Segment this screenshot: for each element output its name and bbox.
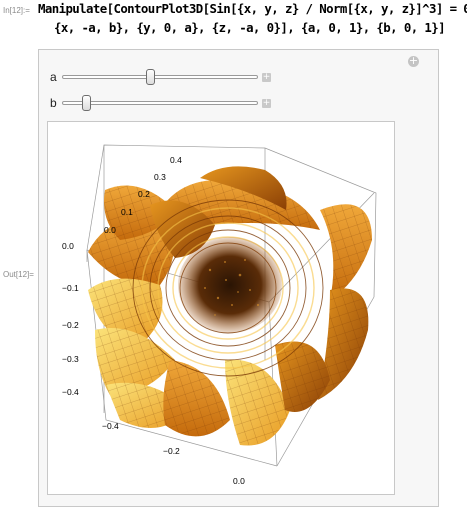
tick-l-1: −0.1 [62, 283, 79, 293]
tick-v-4: 0.0 [104, 225, 116, 235]
vertical-axis: 0.4 0.3 0.2 0.1 0.0 [104, 155, 182, 235]
surface-group [88, 166, 372, 446]
code-line-2[interactable]: {x, -a, b}, {y, 0, a}, {z, -a, 0}], {a, … [54, 20, 446, 35]
left-axis: 0.0 −0.1 −0.2 −0.3 −0.4 [62, 241, 79, 397]
slider-b-track[interactable] [62, 101, 258, 105]
slider-a-thumb[interactable] [146, 69, 155, 85]
slider-a-track[interactable] [62, 75, 258, 79]
tick-b-0: −0.4 [102, 421, 119, 431]
tick-l-4: −0.4 [62, 387, 79, 397]
tick-v-1: 0.3 [154, 172, 166, 182]
options-plus-icon[interactable]: + [408, 54, 419, 67]
tick-v-0: 0.4 [170, 155, 182, 165]
slider-b-expand-icon[interactable]: + [262, 98, 271, 108]
tick-l-3: −0.3 [62, 354, 79, 364]
input-label: In[12]:= [3, 6, 30, 15]
output-label: Out[12]= [3, 270, 34, 279]
tick-l-0: 0.0 [62, 241, 74, 251]
tick-v-2: 0.2 [138, 189, 150, 199]
slider-b-thumb[interactable] [82, 95, 91, 111]
tick-b-1: −0.2 [163, 446, 180, 456]
bottom-axis: −0.4 −0.2 0.0 [102, 421, 245, 486]
tick-b-2: 0.0 [233, 476, 245, 486]
tick-v-3: 0.1 [121, 207, 133, 217]
slider-a-expand-icon[interactable]: + [262, 72, 271, 82]
slider-b-label: b [50, 96, 57, 110]
code-line-1[interactable]: Manipulate[ContourPlot3D[Sin[{x, y, z} /… [38, 1, 467, 16]
tick-l-2: −0.2 [62, 320, 79, 330]
slider-a-label: a [50, 70, 57, 84]
